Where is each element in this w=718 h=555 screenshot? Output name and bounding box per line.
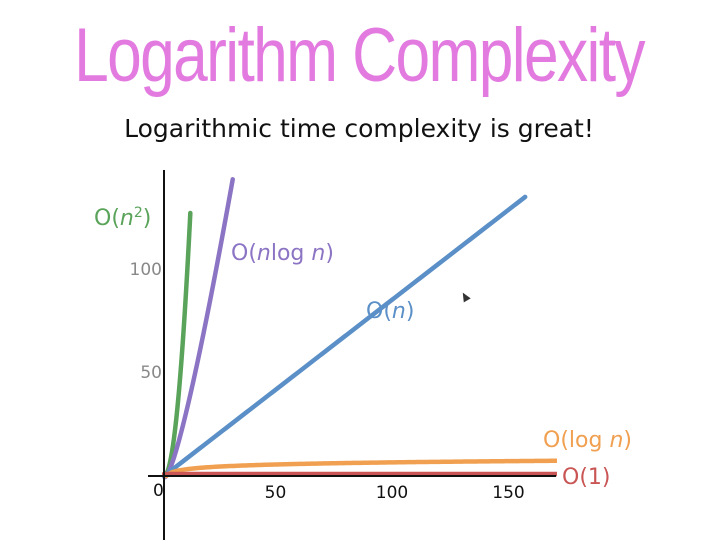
series-line-n: [162, 194, 528, 479]
series-label-n2: O(n2): [94, 205, 151, 231]
slide-subtitle: Logarithmic time complexity is great!: [124, 114, 594, 143]
x-tick-label: 150: [492, 483, 524, 503]
y-tick-label: 50: [140, 363, 162, 383]
series-label-logn: O(log n): [543, 428, 632, 453]
slide-title: Logarithm Complexity: [74, 13, 646, 98]
series-layer: [162, 177, 557, 480]
series-line-nlogn: [162, 177, 235, 480]
series-label-const: O(1): [562, 465, 610, 490]
x-tick-label: 50: [265, 483, 287, 503]
series-label-n: O(n): [366, 299, 414, 324]
y-tick-label: 100: [130, 260, 162, 280]
axis-layer: 0 50 100 150 50 100: [130, 170, 556, 540]
x-tick-label: 100: [376, 483, 408, 503]
label-layer: O(n2) O(nlog n) O(n) O(log n) O(1): [94, 205, 632, 490]
series-label-nlogn: O(nlog n): [231, 241, 334, 266]
series-line-logn: [164, 458, 557, 479]
series-line-n2: [162, 210, 193, 479]
x-tick-label: 0: [153, 481, 164, 501]
